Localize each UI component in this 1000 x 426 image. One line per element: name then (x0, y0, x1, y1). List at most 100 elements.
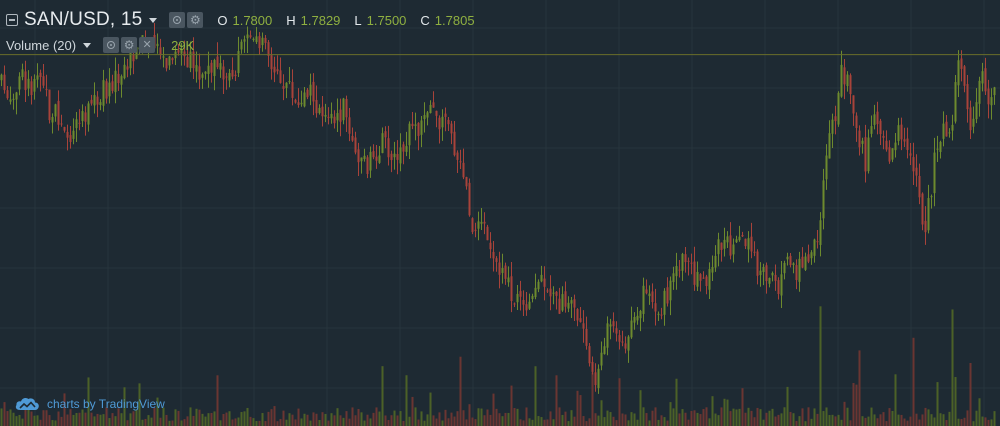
volume-bar (876, 418, 879, 426)
candle-body (570, 300, 573, 304)
candle-body (648, 293, 651, 297)
volume-bar (834, 416, 837, 426)
candle-body (303, 92, 306, 107)
candle-body (273, 66, 276, 73)
candle-body (942, 123, 945, 139)
volume-bar (324, 413, 327, 426)
candle-body (921, 193, 924, 225)
candle-body (279, 70, 282, 83)
candle-body (918, 175, 921, 198)
candle-body (426, 112, 429, 118)
candle-body (345, 98, 348, 118)
candle-body (594, 372, 597, 386)
volume-bar (342, 417, 345, 426)
candle-body (822, 180, 825, 219)
candle-body (414, 124, 417, 126)
candle-body (540, 274, 543, 282)
volume-title[interactable]: Volume (20) (6, 37, 77, 53)
volume-bar (546, 419, 549, 426)
candle-body (474, 229, 477, 231)
volume-bar (810, 418, 813, 426)
candle-body (738, 236, 741, 241)
volume-bar (525, 407, 528, 426)
candle-body (237, 50, 240, 74)
candle-body (894, 142, 897, 151)
candle-body (105, 81, 108, 99)
candle-body (108, 82, 111, 97)
volume-bar (18, 414, 21, 426)
candle-body (336, 113, 339, 121)
volume-bar (717, 415, 720, 426)
candle-body (657, 313, 660, 315)
candle-body (357, 149, 360, 163)
volume-bar (591, 372, 594, 426)
volume-bar (453, 416, 456, 426)
main-settings-gear-icon[interactable]: ⚙ (187, 12, 204, 28)
candle-body (12, 98, 15, 100)
candle-body (375, 156, 378, 161)
volume-bar (843, 401, 846, 426)
volume-bar (201, 413, 204, 426)
volume-bar (294, 419, 297, 426)
candle-body (186, 56, 189, 68)
volume-bar (696, 412, 699, 426)
candle-body (924, 220, 927, 233)
candle-body (486, 226, 489, 241)
volume-bar (456, 411, 459, 426)
volume-bar (321, 412, 324, 426)
candle-body (696, 271, 699, 287)
volume-bar (123, 387, 126, 426)
symbol-dropdown-chevron-down-icon[interactable] (149, 17, 158, 23)
candle-body (15, 92, 18, 100)
volume-bar (861, 416, 864, 426)
candle-body (99, 102, 102, 106)
volume-bar (468, 404, 471, 426)
volume-bar (282, 410, 285, 426)
candle-body (585, 328, 588, 346)
volume-bar (138, 383, 141, 426)
volume-bar (246, 407, 249, 426)
volume-bar (255, 420, 258, 426)
volume-bar (522, 420, 525, 426)
volume-remove-close-icon[interactable]: ✕ (139, 37, 156, 53)
candle-body (705, 276, 708, 287)
volume-bar (612, 416, 615, 426)
volume-bar (45, 410, 48, 426)
candle-body (609, 324, 612, 327)
volume-bar (489, 414, 492, 426)
volume-bar (231, 419, 234, 426)
volume-bar (906, 420, 909, 426)
volume-visibility-eye-icon[interactable] (103, 37, 120, 53)
volume-bar (465, 419, 468, 426)
candle-body (348, 117, 351, 134)
tradingview-watermark[interactable]: charts by TradingView (14, 396, 165, 412)
candle-body (699, 274, 702, 281)
candle-body (681, 253, 684, 271)
candle-body (774, 274, 777, 281)
candle-body (477, 221, 480, 229)
candle-body (888, 147, 891, 162)
volume-bar (774, 416, 777, 426)
volume-bar (444, 409, 447, 426)
volume-settings-gear-icon[interactable]: ⚙ (121, 37, 138, 53)
volume-bar (651, 410, 654, 426)
candle-body (111, 81, 114, 91)
main-visibility-eye-icon[interactable] (169, 12, 186, 28)
candle-body (678, 269, 681, 271)
volume-bar (327, 420, 330, 426)
volume-bar (705, 407, 708, 426)
candle-body (9, 99, 12, 102)
candle-body (471, 218, 474, 233)
candle-body (741, 235, 744, 237)
symbol-title[interactable]: SAN/USD, 15 (24, 9, 143, 30)
volume-dropdown-chevron-down-icon[interactable] (83, 42, 92, 48)
volume-bar (228, 411, 231, 426)
candle-body (432, 102, 435, 108)
candle-body (318, 107, 321, 114)
candle-body (285, 82, 288, 88)
candle-body (21, 69, 24, 78)
collapse-legend-icon[interactable] (6, 14, 18, 26)
candle-body (642, 285, 645, 314)
candle-body (300, 102, 303, 105)
